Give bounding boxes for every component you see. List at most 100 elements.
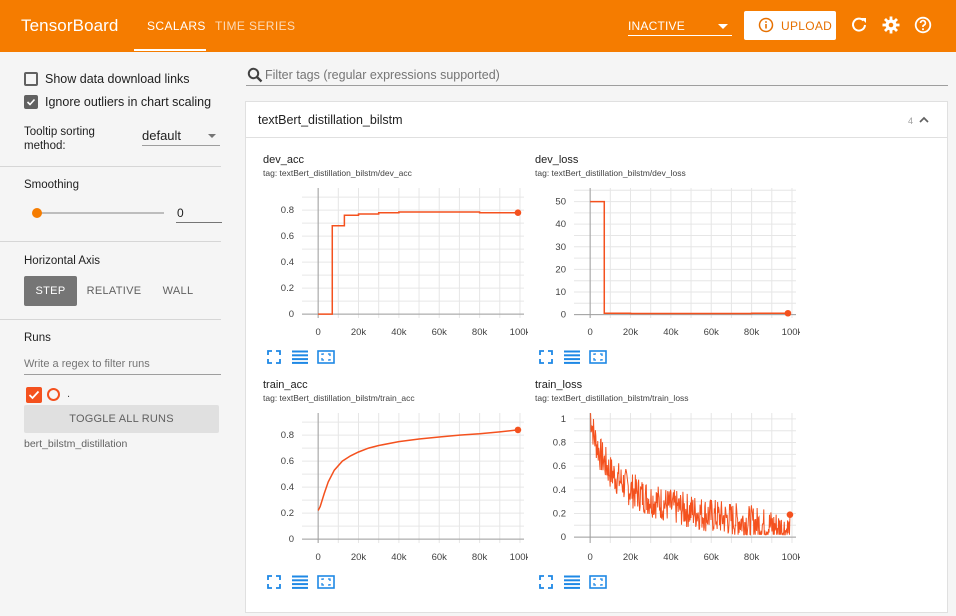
fit-domain-icon[interactable] [589, 350, 607, 364]
chart-plot[interactable]: 0 0.2 0.4 0.6 0.8 0 20k 40k 60k 80k 100k [263, 180, 528, 350]
checkbox-label: Show data download links [45, 72, 190, 86]
chart-title: train_loss [535, 379, 583, 391]
y-tick-label: 0.2 [281, 508, 294, 519]
y-tick-label: 0.2 [553, 508, 566, 519]
axis-wall-button[interactable]: WALL [152, 276, 204, 306]
fit-domain-icon[interactable] [317, 575, 335, 589]
runs-label: Runs [24, 332, 51, 344]
top-bar: TensorBoard SCALARS TIME SERIES INACTIVE… [0, 0, 956, 52]
y-tick-label: 0.2 [281, 283, 294, 294]
y-tick-label: 0.4 [281, 257, 294, 268]
y-tick-label: 0 [561, 310, 566, 321]
reload-select-value: INACTIVE [628, 19, 685, 33]
y-tick-label: 0.4 [553, 485, 566, 496]
chart-title: dev_loss [535, 154, 579, 166]
tag-filter-input[interactable]: Filter tags (regular expressions support… [246, 64, 948, 86]
axis-relative-button[interactable]: RELATIVE [84, 276, 144, 306]
help-icon[interactable] [914, 16, 932, 34]
data-table-icon[interactable] [564, 575, 580, 589]
data-table-icon[interactable] [292, 575, 308, 589]
axis-step-label: STEP [35, 285, 66, 297]
chart-title: dev_acc [263, 154, 304, 166]
axis-step-button[interactable]: STEP [24, 276, 77, 306]
series-end-point [514, 209, 522, 216]
chevron-up-icon[interactable] [918, 114, 930, 126]
gear-icon[interactable] [882, 16, 900, 34]
check-icon [26, 98, 36, 106]
reload-select[interactable]: INACTIVE [628, 14, 732, 36]
chevron-down-icon [718, 24, 728, 29]
smoothing-input[interactable]: 0 [176, 205, 222, 223]
smoothing-value: 0 [177, 206, 184, 220]
tag-group-header[interactable]: textBert_distillation_bilstm 4 [246, 102, 947, 138]
y-tick-label: 0 [289, 534, 294, 545]
series-line [318, 211, 518, 315]
data-table-icon[interactable] [292, 350, 308, 364]
fullscreen-icon[interactable] [539, 350, 553, 364]
series-line [317, 429, 519, 511]
x-tick-label: 60k [432, 327, 448, 338]
y-tick-label: 1 [561, 414, 566, 425]
refresh-icon[interactable] [850, 16, 868, 34]
series-end-point [786, 511, 794, 518]
x-tick-label: 0 [587, 327, 592, 338]
toggle-all-runs-button[interactable]: TOGGLE ALL RUNS [24, 405, 219, 433]
tag-group-title: textBert_distillation_bilstm [258, 113, 403, 127]
fullscreen-icon[interactable] [267, 575, 281, 589]
smoothing-slider-knob[interactable] [32, 208, 42, 218]
x-tick-label: 60k [704, 327, 720, 338]
run-checkbox[interactable] [26, 387, 42, 403]
fullscreen-icon[interactable] [539, 575, 553, 589]
chart-plot[interactable]: 0 0.2 0.4 0.6 0.8 0 20k 40k 60k 80k 100k [263, 405, 528, 575]
checkbox-box-checked[interactable] [24, 95, 38, 109]
chart-plot[interactable]: 0 10 20 30 40 50 0 20k 40k 60k 80k 100k [535, 180, 800, 350]
x-tick-label: 20k [351, 327, 367, 338]
tag-filter-placeholder: Filter tags (regular expressions support… [265, 68, 500, 82]
grid [574, 188, 796, 318]
tooltip-sorting-select[interactable]: default [142, 128, 220, 146]
horizontal-axis-label: Horizontal Axis [24, 255, 101, 267]
data-table-icon[interactable] [564, 350, 580, 364]
tab-scalars[interactable]: SCALARS [147, 19, 206, 33]
tag-group-count: 4 [908, 116, 914, 126]
tab-time-series[interactable]: TIME SERIES [215, 19, 296, 33]
chart-tag: tag: textBert_distillation_bilstm/train_… [263, 393, 415, 403]
x-tick-label: 40k [663, 552, 679, 563]
y-tick-label: 0 [561, 532, 566, 543]
check-icon [28, 390, 40, 400]
series-line [590, 200, 788, 315]
upload-label: UPLOAD [781, 19, 833, 33]
x-tick-label: 80k [744, 552, 760, 563]
grid [302, 188, 524, 318]
y-tick-label: 20 [555, 264, 566, 275]
y-tick-label: 0.6 [281, 231, 294, 242]
chart-card-train-acc: train_acc tag: textBert_distillation_bil… [263, 379, 528, 597]
y-tick-label: 0 [289, 309, 294, 320]
smoothing-slider-track[interactable] [37, 212, 164, 214]
y-tick-label: 0.4 [281, 482, 294, 493]
run-color-circle[interactable] [47, 388, 60, 401]
runs-filter-input[interactable]: Write a regex to filter runs [24, 356, 221, 375]
search-icon [247, 67, 263, 83]
checkbox-box[interactable] [24, 72, 38, 86]
fullscreen-icon[interactable] [267, 350, 281, 364]
fit-domain-icon[interactable] [589, 575, 607, 589]
app-title: TensorBoard [21, 16, 119, 35]
series-end-point [784, 309, 792, 317]
fit-domain-icon[interactable] [317, 350, 335, 364]
upload-button[interactable]: UPLOAD [744, 11, 836, 40]
y-tick-label: 0.6 [281, 456, 294, 467]
x-tick-label: 60k [432, 552, 448, 563]
run-name: bert_bilstm_distillation [24, 438, 128, 450]
chart-tag: tag: textBert_distillation_bilstm/train_… [535, 393, 689, 403]
active-tab-indicator [134, 49, 206, 51]
chart-card-dev-acc: dev_acc tag: textBert_distillation_bilst… [263, 154, 528, 372]
smoothing-label: Smoothing [24, 179, 79, 191]
series-end-point [514, 426, 522, 434]
checkbox-label: Ignore outliers in chart scaling [45, 95, 212, 109]
chart-plot[interactable]: 0 0.2 0.4 0.6 0.8 1 0 20k 40k 60k 80k 100k [535, 405, 800, 575]
series-line [589, 412, 791, 536]
chart-tag: tag: textBert_distillation_bilstm/dev_lo… [535, 168, 686, 178]
chevron-down-icon [208, 134, 216, 138]
x-tick-label: 40k [391, 327, 407, 338]
